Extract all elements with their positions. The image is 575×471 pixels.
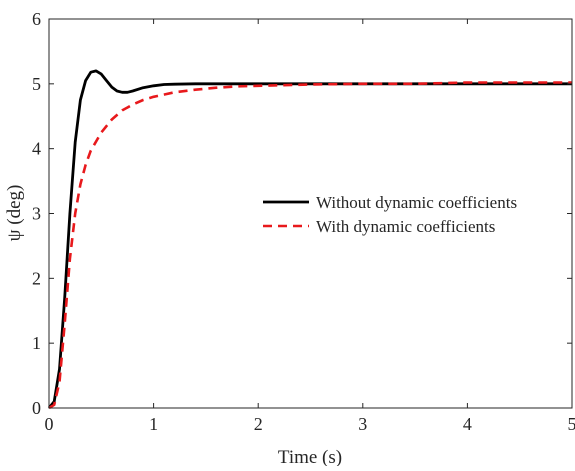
plot-area-frame xyxy=(49,19,572,408)
x-tick-label: 0 xyxy=(45,414,54,434)
y-tick-label: 3 xyxy=(32,204,41,224)
y-tick-label: 5 xyxy=(32,74,41,94)
y-tick-label: 0 xyxy=(32,398,41,418)
y-tick-label: 2 xyxy=(32,268,41,288)
x-tick-label: 4 xyxy=(463,414,472,434)
x-tick-label: 2 xyxy=(254,414,263,434)
legend-label-1: With dynamic coefficients xyxy=(316,217,495,236)
y-tick-label: 4 xyxy=(32,139,41,159)
legend: Without dynamic coefficients With dynamic… xyxy=(263,193,517,236)
y-tick-label: 6 xyxy=(32,9,41,29)
series-line-0 xyxy=(49,71,572,408)
x-tick-label: 3 xyxy=(358,414,367,434)
y-axis-label: ψ (deg) xyxy=(4,185,25,242)
y-tick-label: 1 xyxy=(32,333,41,353)
legend-label-0: Without dynamic coefficients xyxy=(316,193,517,212)
series-layer xyxy=(49,71,572,408)
series-line-1 xyxy=(49,83,572,409)
x-axis-label: Time (s) xyxy=(278,447,342,466)
x-tick-label: 1 xyxy=(149,414,158,434)
x-tick-label: 5 xyxy=(568,414,575,434)
